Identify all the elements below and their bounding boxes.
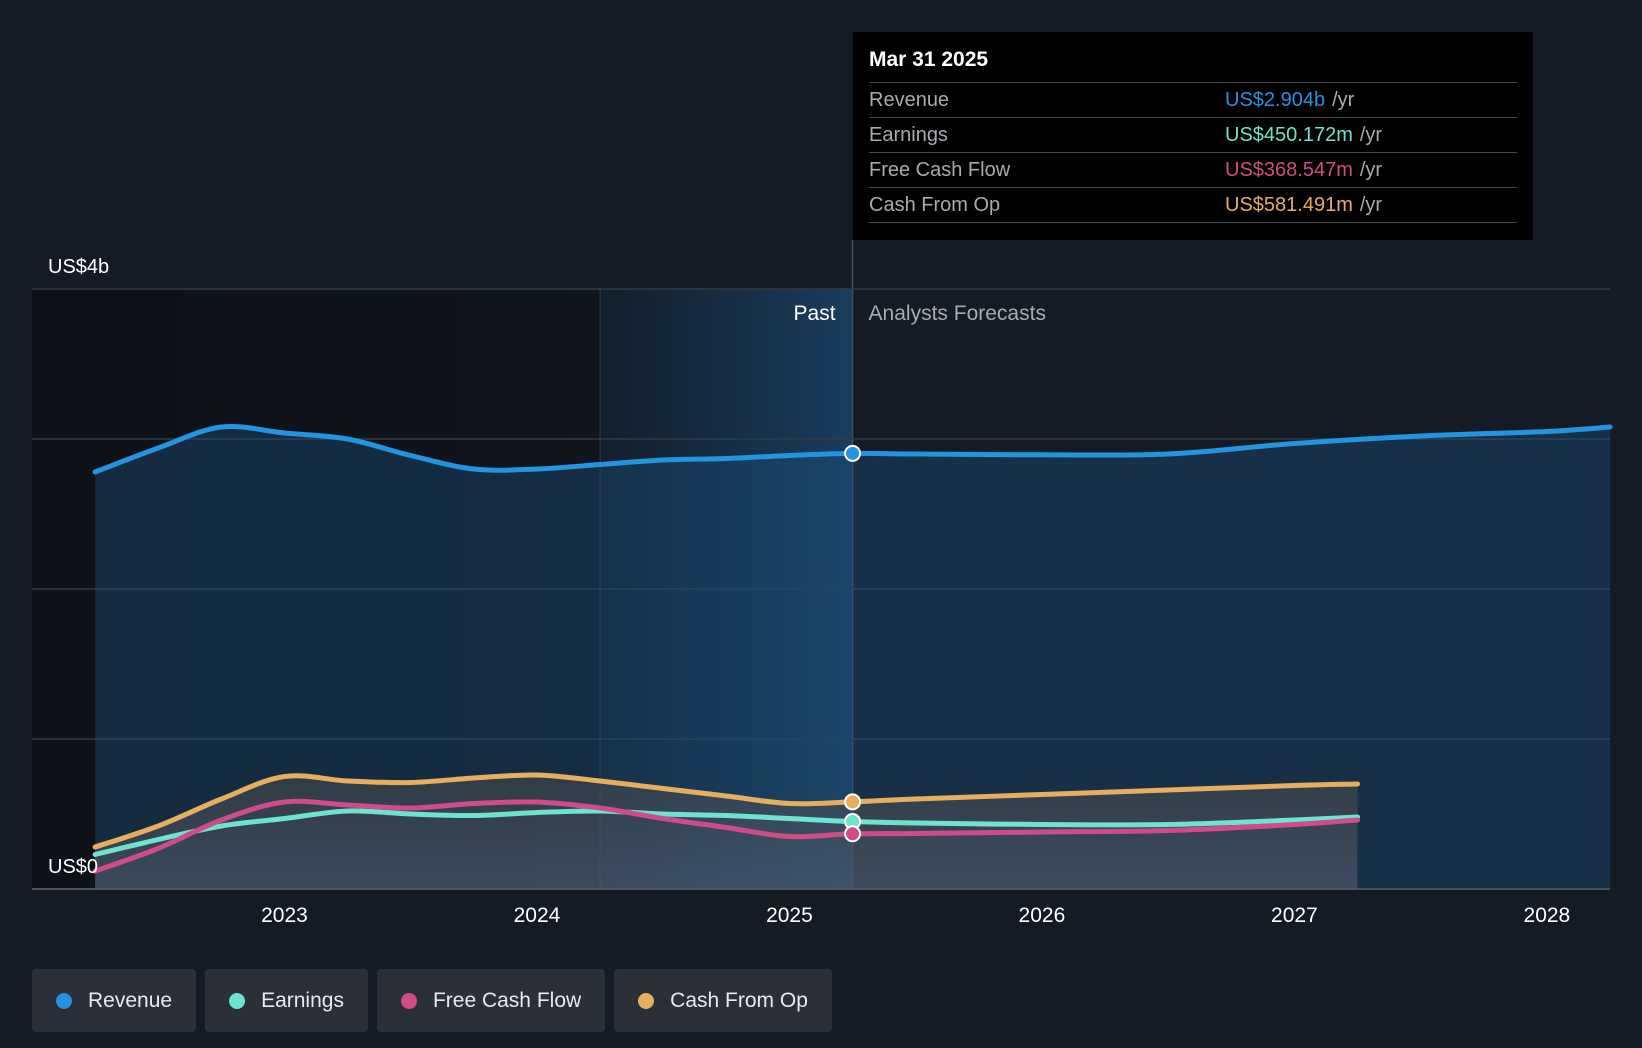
revenue-dot-icon bbox=[56, 992, 72, 1009]
cfo-marker bbox=[844, 793, 862, 811]
legend-item-earnings[interactable]: Earnings bbox=[205, 969, 368, 1032]
tooltip-row-revenue: Revenue US$2.904b /yr bbox=[869, 83, 1517, 118]
revenue-marker bbox=[844, 444, 862, 462]
x-tick-label: 2028 bbox=[1524, 904, 1571, 927]
tooltip-label: Earnings bbox=[869, 123, 948, 146]
x-tick-label: 2027 bbox=[1271, 904, 1318, 927]
x-tick-label: 2024 bbox=[514, 904, 561, 927]
tooltip-label: Free Cash Flow bbox=[869, 158, 1011, 181]
y-tick-label: US$4b bbox=[48, 256, 109, 278]
cfo-line bbox=[92, 772, 1360, 850]
fcf-dot-icon bbox=[400, 992, 417, 1009]
tooltip-label: Revenue bbox=[869, 88, 950, 111]
tooltip-value: US$450.172m bbox=[1225, 123, 1353, 146]
tooltip-row-fcf: Free Cash Flow US$368.547m /yr bbox=[869, 153, 1517, 188]
x-tick-label: 2026 bbox=[1019, 904, 1066, 927]
legend-item-fcf[interactable]: Free Cash Flow bbox=[376, 969, 606, 1032]
legend: Revenue Earnings Free Cash Flow Cash Fro… bbox=[32, 969, 832, 1032]
tooltip-row-cfo: Cash From Op US$581.491m /yr bbox=[869, 188, 1517, 223]
fcf-line bbox=[92, 798, 1360, 874]
legend-item-revenue[interactable]: Revenue bbox=[32, 969, 197, 1032]
x-tick-label: 2023 bbox=[261, 904, 308, 927]
cash-from-op-area bbox=[95, 774, 1358, 889]
legend-label: Earnings bbox=[261, 988, 344, 1012]
revenue-line bbox=[92, 423, 1613, 475]
cfo-dot-icon bbox=[638, 992, 655, 1009]
tooltip-label: Cash From Op bbox=[869, 193, 1001, 216]
tooltip-unit: /yr bbox=[1359, 193, 1383, 216]
tooltip-value: US$2.904b bbox=[1225, 88, 1326, 111]
x-tick-label: 2025 bbox=[766, 904, 813, 927]
past-label: Past bbox=[794, 302, 836, 325]
tooltip-value: US$581.491m bbox=[1225, 193, 1353, 216]
tooltip-date: Mar 31 2025 bbox=[869, 46, 1517, 83]
tooltip-value: US$368.547m bbox=[1225, 158, 1353, 181]
legend-item-cfo[interactable]: Cash From Op bbox=[614, 969, 832, 1032]
legend-label: Cash From Op bbox=[670, 988, 808, 1012]
tooltip-unit: /yr bbox=[1359, 123, 1383, 146]
legend-label: Free Cash Flow bbox=[432, 988, 582, 1012]
revenue-area bbox=[95, 426, 1611, 889]
fcf-marker bbox=[844, 825, 862, 843]
forecast-label: Analysts Forecasts bbox=[869, 302, 1046, 325]
chart-svg: US$4b US$0 2023 2024 2025 2026 2027 2028 Past Ana… bbox=[32, 240, 1613, 927]
earnings-dot-icon bbox=[229, 992, 246, 1009]
y-tick-label: US$0 bbox=[48, 856, 98, 878]
tooltip-row-earnings: Earnings US$450.172m /yr bbox=[869, 118, 1517, 153]
legend-label: Revenue bbox=[88, 988, 173, 1012]
earnings-line bbox=[92, 808, 1360, 857]
tooltip-unit: /yr bbox=[1359, 158, 1383, 181]
tooltip-unit: /yr bbox=[1332, 88, 1355, 111]
tooltip: Mar 31 2025 Revenue US$2.904b /yr Earnin… bbox=[853, 32, 1533, 240]
